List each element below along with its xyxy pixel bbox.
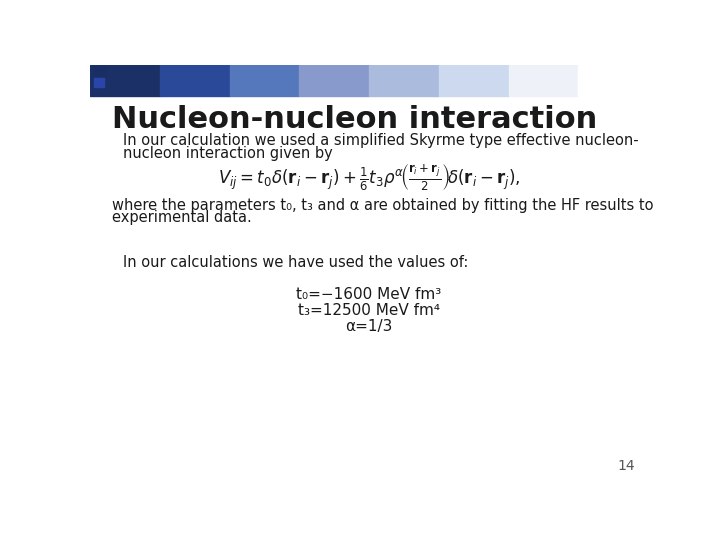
Bar xyxy=(94,78,104,87)
Bar xyxy=(508,65,578,96)
Text: Nucleon-nucleon interaction: Nucleon-nucleon interaction xyxy=(112,105,597,134)
Text: In our calculation we used a simplified Skyrme type effective nucleon-: In our calculation we used a simplified … xyxy=(122,133,638,148)
Text: 14: 14 xyxy=(617,459,635,473)
Text: t₀=−1600 MeV fm³: t₀=−1600 MeV fm³ xyxy=(297,287,441,301)
Text: $V_{ij} = t_0\delta(\mathbf{r}_i - \mathbf{r}_j) + \frac{1}{6}t_3\rho^\alpha\!\l: $V_{ij} = t_0\delta(\mathbf{r}_i - \math… xyxy=(217,163,521,193)
Bar xyxy=(112,133,117,139)
Text: nucleon interaction given by: nucleon interaction given by xyxy=(122,146,333,161)
Text: where the parameters t₀, t₃ and α are obtained by fitting the HF results to: where the parameters t₀, t₃ and α are ob… xyxy=(112,198,653,213)
Bar xyxy=(369,65,438,96)
Text: In our calculations we have used the values of:: In our calculations we have used the val… xyxy=(122,255,468,270)
Bar xyxy=(90,65,160,96)
Bar xyxy=(94,65,107,75)
Bar xyxy=(300,65,369,96)
Bar xyxy=(112,255,117,260)
Bar xyxy=(578,65,648,96)
Bar xyxy=(230,65,300,96)
Text: α=1/3: α=1/3 xyxy=(346,319,392,334)
Text: t₃=12500 MeV fm⁴: t₃=12500 MeV fm⁴ xyxy=(298,303,440,318)
Bar xyxy=(160,65,230,96)
Text: experimental data.: experimental data. xyxy=(112,211,251,225)
Bar xyxy=(438,65,508,96)
